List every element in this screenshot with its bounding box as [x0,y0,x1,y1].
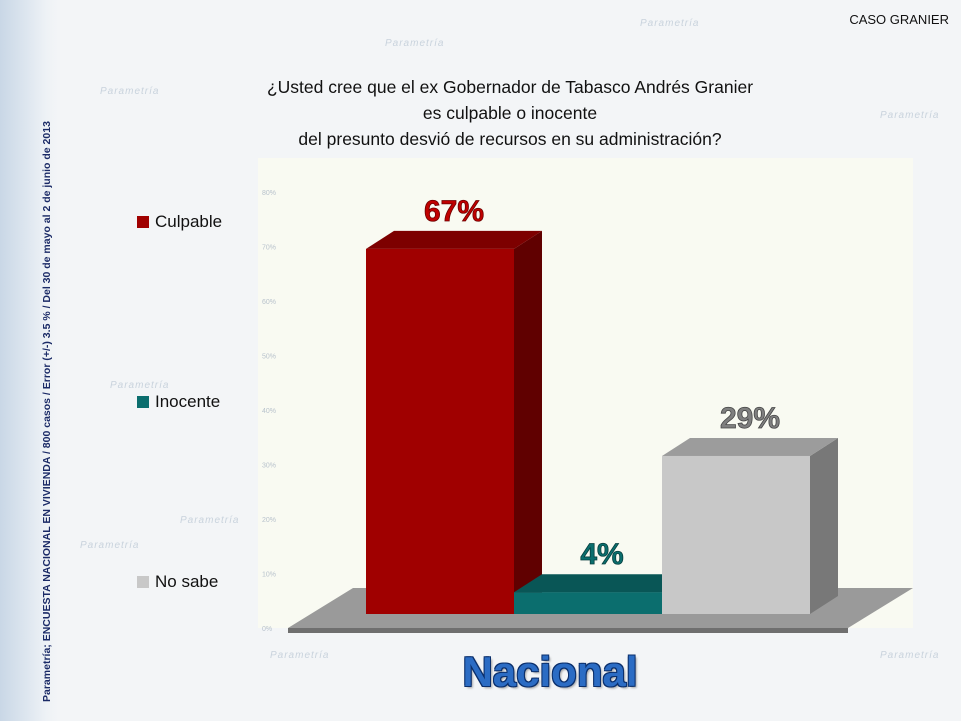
watermark: Parametría [110,380,170,391]
y-tick-label: 60% [262,299,276,306]
question-line-2: es culpable o inocente [422,103,598,123]
data-label: 29% [720,402,780,435]
watermark: Parametría [80,540,140,551]
legend-label: No sabe [155,572,219,591]
legend-item-inocente: Inocente [137,392,220,412]
y-tick-label: 0% [262,626,272,633]
y-tick-label: 80% [262,190,276,197]
legend-item-no-sabe: No sabe [137,572,218,592]
data-label: 4% [580,538,623,571]
data-label: 67% [424,195,484,228]
side-band [0,0,58,721]
y-tick-label: 20% [262,517,276,524]
y-tick-label: 70% [262,245,276,252]
watermark: Parametría [880,110,940,121]
y-tick-label: 40% [262,408,276,415]
watermark: Parametría [100,86,160,97]
bar-top [514,574,690,593]
chart-floor-edge [288,628,848,633]
bar-front [662,455,810,614]
watermark: Parametría [270,650,330,661]
bar-no-sabe [662,437,838,614]
question-line-3: del presunto desvió de recursos en su ad… [298,129,722,149]
legend-swatch [137,576,149,588]
bar-front [514,592,662,614]
watermark: Parametría [385,38,445,49]
legend-label: Culpable [155,212,223,231]
bar-side [514,230,542,614]
region-label: Nacional [462,648,638,695]
legend-swatch [137,216,149,228]
watermark: Parametría [180,515,240,526]
y-tick-label: 30% [262,463,276,470]
legend-label: Inocente [155,392,221,411]
watermark: Parametría [880,650,940,661]
bar-side [810,437,838,614]
watermark: Parametría [640,18,700,29]
bar-culpable [366,230,542,614]
bar-front [366,248,514,614]
case-label: CASO GRANIER [849,12,949,27]
bar-top [366,230,542,249]
legend-item-culpable: Culpable [137,212,222,232]
chart-title: ¿Usted cree que el ex Gobernador de Taba… [170,74,850,152]
question-line-1: ¿Usted cree que el ex Gobernador de Taba… [266,77,754,97]
bar-top [662,437,838,456]
legend-swatch [137,396,149,408]
bar-inocente [514,574,690,614]
y-tick-label: 50% [262,354,276,361]
y-tick-label: 10% [262,572,276,579]
